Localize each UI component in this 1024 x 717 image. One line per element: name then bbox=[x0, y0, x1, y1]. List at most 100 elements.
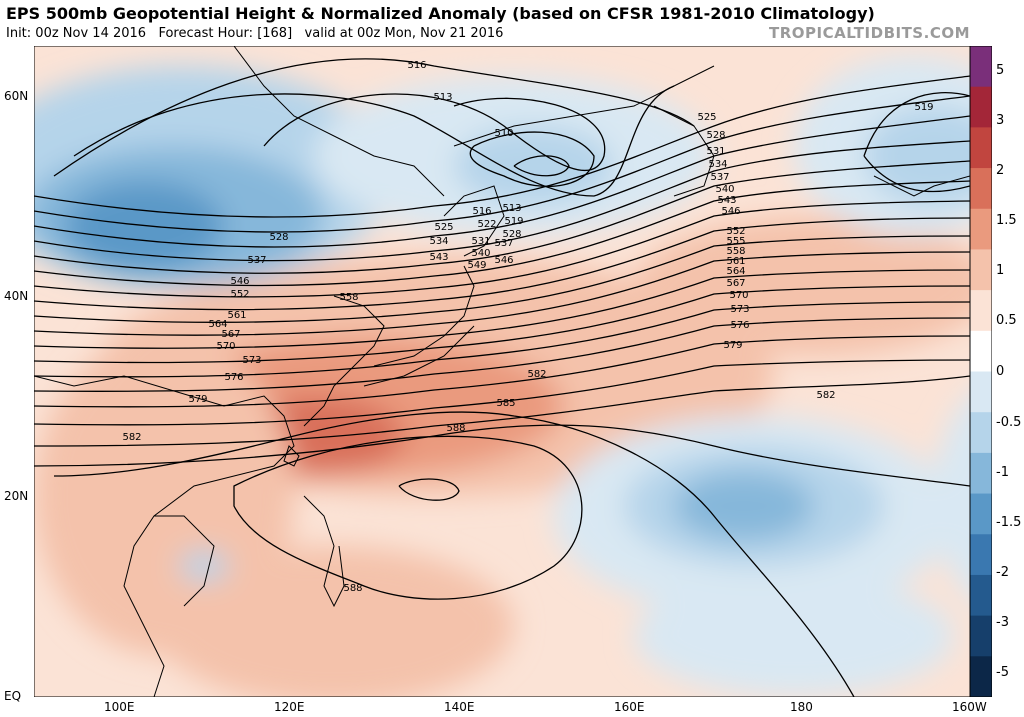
contour-label: 540 bbox=[471, 248, 490, 259]
contour-label: 570 bbox=[729, 290, 748, 301]
lon-label: 140E bbox=[444, 700, 475, 714]
contour-label: 516 bbox=[472, 206, 491, 217]
contour-label: 567 bbox=[221, 329, 240, 340]
colorbar-cell bbox=[970, 168, 992, 210]
lon-label: 120E bbox=[274, 700, 305, 714]
contour-label: 522 bbox=[477, 219, 496, 230]
colorbar-cell bbox=[970, 615, 992, 657]
lat-label: 40N bbox=[4, 289, 29, 303]
contour-label: 519 bbox=[914, 102, 933, 113]
contour-label: 558 bbox=[726, 246, 745, 257]
contour-label: 546 bbox=[721, 206, 740, 217]
colorbar-cell bbox=[970, 86, 992, 128]
contour-label: 573 bbox=[730, 304, 749, 315]
contour-label: 540 bbox=[715, 184, 734, 195]
contour-label: 510 bbox=[494, 128, 513, 139]
contour-label: 558 bbox=[339, 292, 358, 303]
lon-label: 160E bbox=[614, 700, 645, 714]
contour-label: 537 bbox=[494, 238, 513, 249]
colorbar-label: 1 bbox=[996, 263, 1005, 278]
contour-label: 573 bbox=[242, 355, 261, 366]
map-canvas: 516 513 510 525 528 531 534 537 540 543 … bbox=[34, 46, 970, 697]
contour-label: 525 bbox=[434, 222, 453, 233]
contour-label: 528 bbox=[502, 229, 521, 240]
contour-label: 546 bbox=[230, 276, 249, 287]
contour-label: 513 bbox=[433, 92, 452, 103]
contour-label: 585 bbox=[496, 398, 515, 409]
jet-stream-contours bbox=[34, 75, 970, 487]
contour-labels: 516 513 510 525 528 531 534 537 540 543 … bbox=[122, 60, 933, 594]
colorbar-label: 0.5 bbox=[996, 313, 1017, 328]
lat-label: EQ bbox=[4, 689, 22, 703]
contour-label: 576 bbox=[224, 372, 243, 383]
colorbar-label: -3 bbox=[996, 615, 1009, 630]
colorbar-cell bbox=[970, 127, 992, 169]
contour-label: 537 bbox=[247, 255, 266, 266]
colorbar-cell bbox=[970, 412, 992, 454]
colorbar-cell bbox=[970, 452, 992, 495]
contour-label: 582 bbox=[527, 369, 546, 380]
contour-label: 567 bbox=[726, 278, 745, 289]
contour-label: 552 bbox=[230, 289, 249, 300]
contour-label: 549 bbox=[467, 260, 486, 271]
contour-label: 561 bbox=[726, 256, 745, 267]
contour-label: 531 bbox=[706, 146, 725, 157]
contour-label: 546 bbox=[494, 255, 513, 266]
contour-label: 582 bbox=[122, 432, 141, 443]
contour-label: 570 bbox=[216, 341, 235, 352]
contour-label: 564 bbox=[726, 266, 745, 277]
contour-label: 579 bbox=[188, 394, 207, 405]
colorbar-cell bbox=[970, 46, 992, 88]
colorbar-label: -0.5 bbox=[996, 415, 1022, 430]
contour-label: 534 bbox=[429, 236, 448, 247]
lon-label: 100E bbox=[104, 700, 135, 714]
colorbar-cell bbox=[970, 208, 992, 250]
contour-label: 513 bbox=[502, 203, 521, 214]
colorbar-cells bbox=[970, 46, 992, 697]
map-subtitle: Init: 00z Nov 14 2016 Forecast Hour: [16… bbox=[6, 26, 504, 41]
colorbar-label: 3 bbox=[996, 113, 1005, 128]
colorbar-label: -2 bbox=[996, 565, 1009, 580]
colorbar-cell bbox=[970, 330, 992, 372]
contour-label: 588 bbox=[343, 583, 362, 594]
contour-label: 561 bbox=[227, 310, 246, 321]
brand-watermark: TROPICALTIDBITS.COM bbox=[769, 24, 970, 42]
contour-label: 582 bbox=[816, 390, 835, 401]
colorbar-label: 5 bbox=[996, 63, 1005, 78]
colorbar-cell bbox=[970, 249, 992, 291]
colorbar-label: 0 bbox=[996, 364, 1005, 379]
colorbar-label: 2 bbox=[996, 163, 1005, 178]
contour-label: 519 bbox=[504, 216, 523, 227]
colorbar-cell bbox=[970, 290, 992, 332]
colorbar-cell bbox=[970, 371, 992, 413]
contour-label: 555 bbox=[726, 236, 745, 247]
contour-label: 516 bbox=[407, 60, 426, 71]
contour-label: 564 bbox=[208, 319, 227, 330]
colorbar-cell bbox=[970, 534, 992, 576]
lon-label: 160W bbox=[952, 700, 987, 714]
contour-label: 534 bbox=[708, 159, 727, 170]
colorbar bbox=[970, 46, 992, 697]
lat-label: 20N bbox=[4, 489, 29, 503]
contour-label: 531 bbox=[471, 236, 490, 247]
height-contours bbox=[34, 58, 970, 697]
contour-label: 543 bbox=[429, 252, 448, 263]
colorbar-label: -1.5 bbox=[996, 515, 1022, 530]
colorbar-cell bbox=[970, 656, 992, 697]
contour-label: 537 bbox=[710, 172, 729, 183]
colorbar-label: -5 bbox=[996, 665, 1009, 680]
contour-label: 579 bbox=[723, 340, 742, 351]
colorbar-label: -1 bbox=[996, 465, 1009, 480]
contour-label: 543 bbox=[717, 195, 736, 206]
contour-label: 525 bbox=[697, 112, 716, 123]
map-title: EPS 500mb Geopotential Height & Normaliz… bbox=[6, 4, 875, 23]
contour-label: 552 bbox=[726, 226, 745, 237]
colorbar-cell bbox=[970, 493, 992, 535]
lon-label: 180 bbox=[790, 700, 813, 714]
colorbar-cell bbox=[970, 574, 992, 617]
contour-label: 528 bbox=[269, 232, 288, 243]
colorbar-label: 1.5 bbox=[996, 213, 1017, 228]
contour-label: 588 bbox=[446, 423, 465, 434]
coastlines bbox=[34, 46, 970, 697]
lat-label: 60N bbox=[4, 89, 29, 103]
